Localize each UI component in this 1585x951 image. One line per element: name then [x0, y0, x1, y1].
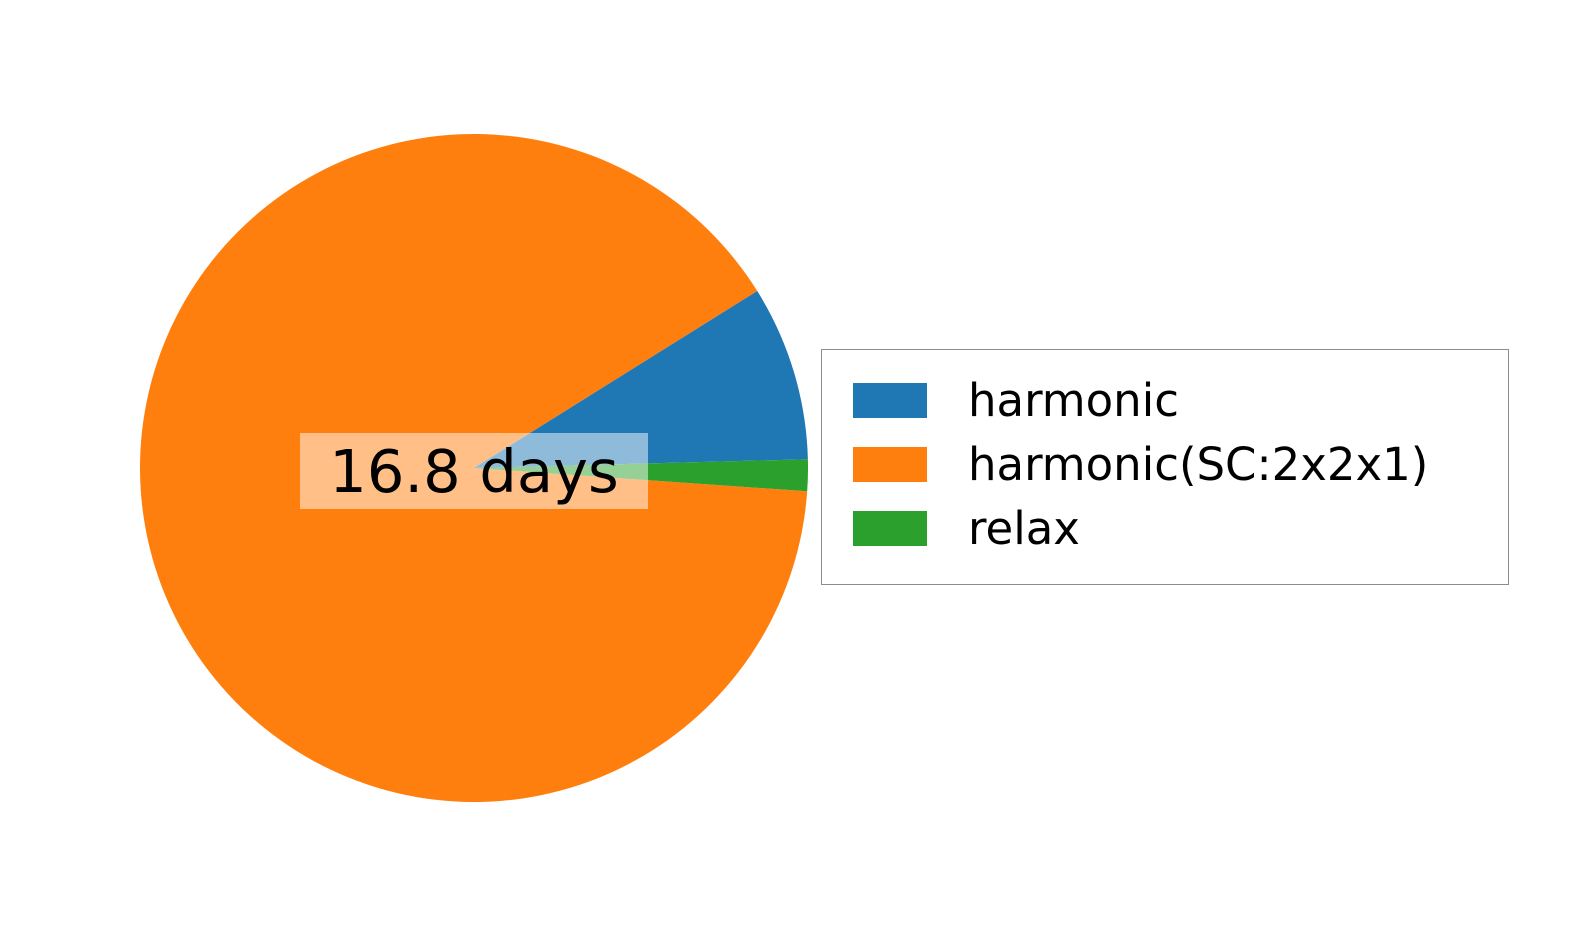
legend-label-harmonic: harmonic	[968, 373, 1179, 427]
center-value-label: 16.8 days	[300, 433, 648, 509]
legend-label-harmonic-sc-2x2x1: harmonic(SC:2x2x1)	[968, 437, 1429, 491]
legend-swatch-harmonic-sc-2x2x1	[853, 446, 927, 482]
legend-label-relax: relax	[968, 501, 1080, 555]
legend-swatch-harmonic	[853, 382, 927, 418]
legend-item-relax[interactable]: relax	[822, 496, 1508, 560]
legend-swatch-relax	[853, 510, 927, 546]
legend-item-harmonic-sc-2x2x1[interactable]: harmonic(SC:2x2x1)	[822, 432, 1508, 496]
center-value-text: 16.8 days	[329, 436, 619, 506]
pie-wedge-harmonic[interactable]	[474, 291, 808, 468]
legend-item-harmonic[interactable]: harmonic	[822, 368, 1508, 432]
legend: harmonic harmonic(SC:2x2x1) relax	[821, 349, 1509, 585]
